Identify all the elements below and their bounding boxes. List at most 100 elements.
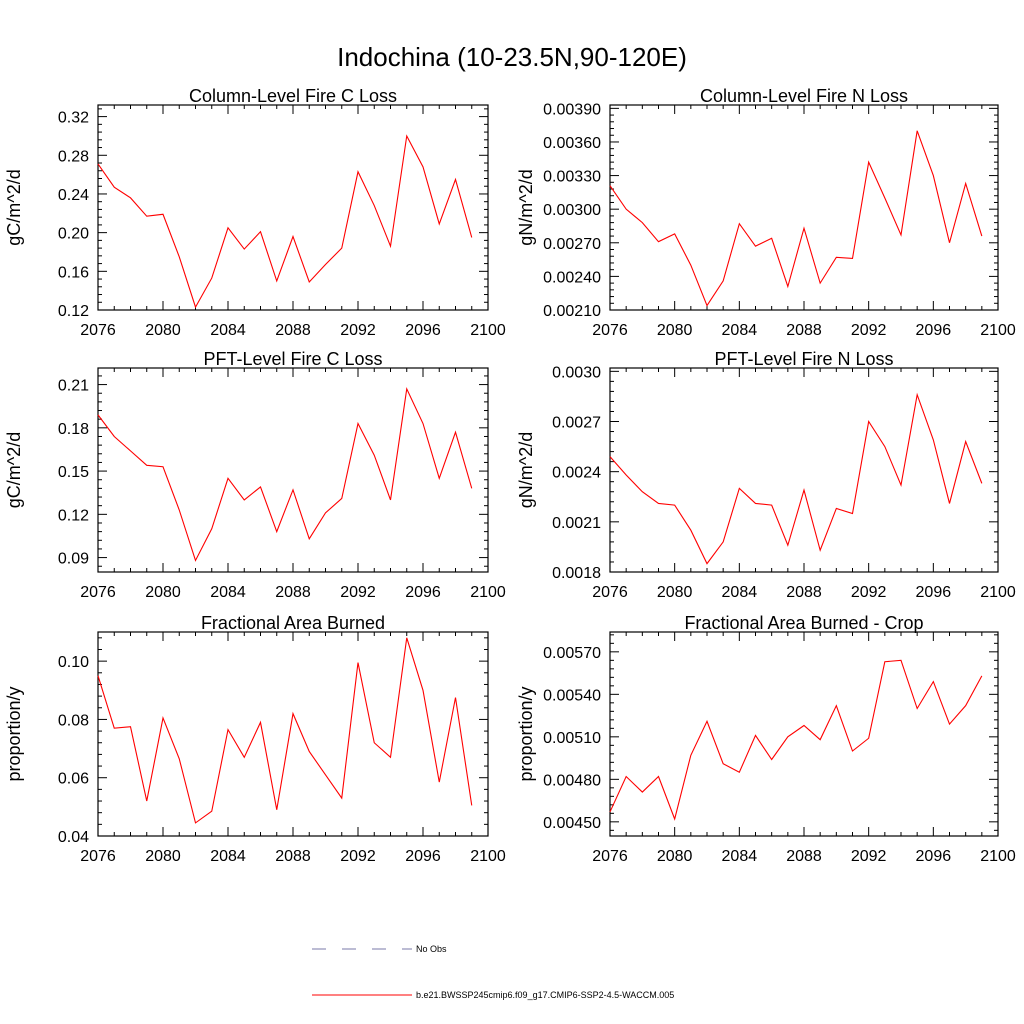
chart-panel-6: Fractional Area Burned - Crop proportion/… — [516, 613, 1016, 865]
y-tick-label: 0.00210 — [543, 303, 601, 320]
x-tick-label: 2080 — [657, 322, 693, 339]
x-tick-label: 2088 — [275, 584, 311, 601]
x-tick-label: 2084 — [722, 848, 758, 865]
y-tick-label: 0.00300 — [543, 202, 601, 219]
panel-title: Column-Level Fire C Loss — [189, 86, 397, 106]
x-tick-label: 2076 — [80, 848, 116, 865]
page-title: Indochina (10-23.5N,90-120E) — [337, 42, 687, 72]
x-tick-label: 2076 — [592, 584, 628, 601]
y-tick-label: 0.21 — [58, 378, 89, 395]
y-tick-label: 0.0027 — [552, 415, 601, 432]
y-tick-label: 0.00450 — [543, 815, 601, 832]
panels: Column-Level Fire C Loss gC/m^2/d 2076 2080… — [4, 86, 1016, 865]
legend-no-obs-label: No Obs — [416, 944, 447, 954]
panel-title: Fractional Area Burned - Crop — [684, 613, 923, 633]
series-line — [609, 659, 983, 821]
x-tick-label: 2084 — [210, 322, 246, 339]
y-tick-label: 0.20 — [58, 226, 89, 243]
plot-frame — [97, 631, 489, 837]
y-tick-label: 0.0021 — [552, 515, 601, 532]
x-tick-label: 2084 — [210, 848, 246, 865]
y-tick-label: 0.16 — [58, 264, 89, 281]
x-tick-label: 2080 — [145, 848, 181, 865]
y-tick-label: 0.04 — [58, 829, 89, 846]
x-tick-label: 2076 — [80, 584, 116, 601]
y-tick-label: 0.00240 — [543, 269, 601, 286]
x-tick-label: 2084 — [210, 584, 246, 601]
y-tick-label: 0.18 — [58, 421, 89, 438]
plot-frame — [609, 367, 999, 573]
x-tick-label: 2100 — [470, 848, 506, 865]
x-tick-label: 2076 — [80, 322, 116, 339]
y-tick-label: 0.00510 — [543, 730, 601, 747]
series-line — [609, 392, 983, 565]
series-line — [97, 387, 473, 562]
y-tick-label: 0.00270 — [543, 236, 601, 253]
y-tick-label: 0.0024 — [552, 465, 601, 482]
plot-frame — [609, 631, 999, 837]
x-tick-label: 2088 — [275, 848, 311, 865]
x-tick-label: 2100 — [470, 584, 506, 601]
panel-title: PFT-Level Fire N Loss — [714, 349, 893, 369]
x-tick-label: 2076 — [592, 848, 628, 865]
y-tick-label: 0.28 — [58, 148, 89, 165]
y-tick-label: 0.0018 — [552, 565, 601, 582]
series-line — [97, 134, 473, 309]
x-tick-label: 2100 — [980, 584, 1016, 601]
x-tick-label: 2084 — [722, 322, 758, 339]
x-tick-label: 2092 — [340, 848, 376, 865]
y-tick-label: 0.00330 — [543, 169, 601, 186]
x-tick-label: 2088 — [786, 848, 822, 865]
y-axis-label: gN/m^2/d — [516, 169, 536, 245]
x-tick-label: 2096 — [405, 322, 441, 339]
x-tick-label: 2100 — [470, 322, 506, 339]
x-tick-label: 2096 — [916, 848, 952, 865]
chart-panel-2: Column-Level Fire N Loss gN/m^2/d 2076 2080… — [516, 86, 1016, 339]
y-tick-label: 0.12 — [58, 303, 89, 320]
x-tick-label: 2080 — [657, 848, 693, 865]
x-tick-label: 2096 — [405, 848, 441, 865]
panel-title: Column-Level Fire N Loss — [700, 86, 908, 106]
chart-panel-3: PFT-Level Fire C Loss gC/m^2/d 2076 2080 208… — [4, 349, 506, 601]
y-tick-label: 0.0030 — [552, 364, 601, 381]
x-tick-label: 2084 — [722, 584, 758, 601]
chart-panel-1: Column-Level Fire C Loss gC/m^2/d 2076 2080… — [4, 86, 506, 339]
y-axis-label: gC/m^2/d — [4, 169, 24, 245]
series-line — [97, 637, 473, 824]
x-tick-label: 2100 — [980, 848, 1016, 865]
y-tick-label: 0.00570 — [543, 645, 601, 662]
chart-panel-4: PFT-Level Fire N Loss gN/m^2/d 2076 2080 208… — [516, 349, 1016, 601]
x-tick-label: 2088 — [786, 584, 822, 601]
x-tick-label: 2080 — [145, 322, 181, 339]
y-axis-label: proportion/y — [4, 686, 24, 781]
plot-frame — [609, 104, 999, 311]
x-tick-label: 2096 — [916, 584, 952, 601]
x-tick-label: 2088 — [786, 322, 822, 339]
y-axis-label: gC/m^2/d — [4, 432, 24, 508]
x-tick-label: 2092 — [340, 322, 376, 339]
x-tick-label: 2080 — [657, 584, 693, 601]
y-tick-label: 0.00360 — [543, 135, 601, 152]
y-tick-label: 0.08 — [58, 712, 89, 729]
x-tick-label: 2080 — [145, 584, 181, 601]
y-tick-label: 0.10 — [58, 654, 89, 671]
y-tick-label: 0.00480 — [543, 772, 601, 789]
x-tick-label: 2096 — [405, 584, 441, 601]
plot-frame — [97, 367, 489, 573]
y-tick-label: 0.32 — [58, 110, 89, 127]
panel-title: Fractional Area Burned — [201, 613, 385, 633]
panel-title: PFT-Level Fire C Loss — [203, 349, 382, 369]
y-axis-label: gN/m^2/d — [516, 432, 536, 508]
x-tick-label: 2100 — [980, 322, 1016, 339]
y-tick-label: 0.00390 — [543, 101, 601, 118]
legend: No Obs b.e21.BWSSP245cmip6.f09_g17.CMIP6… — [312, 944, 674, 1000]
y-tick-label: 0.15 — [58, 464, 89, 481]
y-tick-label: 0.09 — [58, 551, 89, 568]
x-tick-label: 2092 — [851, 322, 887, 339]
y-axis-label: proportion/y — [516, 686, 536, 781]
y-tick-label: 0.24 — [58, 187, 89, 204]
chart-panel-5: Fractional Area Burned proportion/y 2076 20… — [4, 613, 506, 865]
y-tick-label: 0.06 — [58, 771, 89, 788]
series-line — [609, 130, 983, 307]
